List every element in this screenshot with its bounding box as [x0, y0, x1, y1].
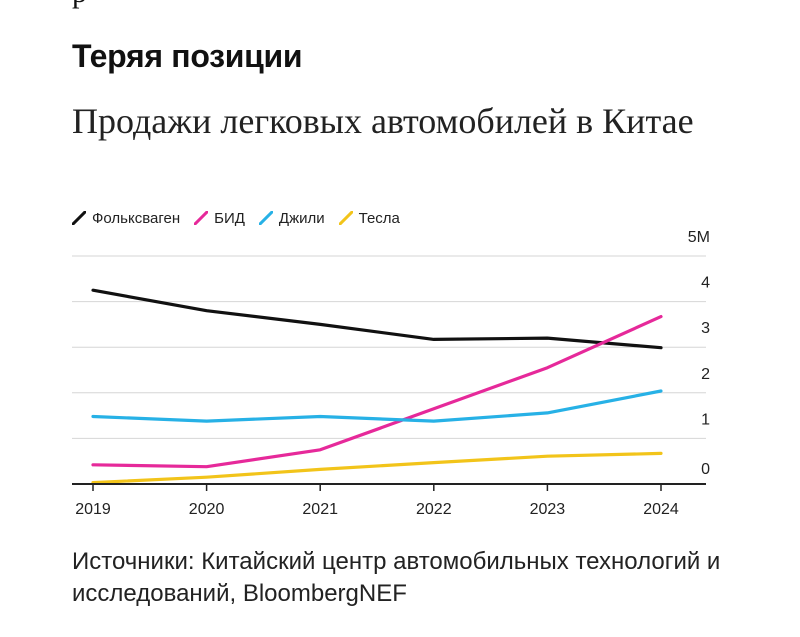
- x-tick-label: 2022: [416, 501, 452, 518]
- legend-label-byd: БИД: [214, 209, 245, 227]
- y-tick-label: 3: [701, 320, 710, 337]
- legend-item-tesla: Тесла: [338, 209, 400, 227]
- chart-subtitle: Продажи легковых автомобилей в Китае: [72, 101, 694, 141]
- cropped-top-text: р: [72, 0, 87, 10]
- legend-label-tesla: Тесла: [358, 209, 400, 227]
- series-line-geely: [91, 389, 663, 423]
- legend-swatch-volkswagen: [72, 211, 86, 225]
- y-tick-label: 0: [701, 461, 710, 478]
- series-line-tesla: [91, 451, 663, 485]
- x-tick-label: 2021: [302, 501, 338, 518]
- series-line-byd: [91, 315, 663, 469]
- source-note: Источники: Китайский центр автомобильных…: [72, 548, 721, 607]
- x-tick-label: 2019: [75, 501, 111, 518]
- series-layer: [91, 288, 663, 485]
- y-tick-label: 4: [701, 275, 710, 292]
- legend-swatch-tesla: [338, 211, 353, 225]
- x-tick-label: 2024: [643, 501, 679, 518]
- legend-item-geely: Джили: [258, 209, 325, 227]
- x-tick-label: 2023: [530, 501, 566, 518]
- series-line-volkswagen: [91, 288, 663, 350]
- grid-layer: [72, 255, 706, 439]
- legend-item-volkswagen: Фольксваген: [72, 210, 180, 227]
- legend-label-volkswagen: Фольксваген: [92, 209, 181, 227]
- axis-layer: 0 1 2 3 4 5M 2019 2020 2021 2022 2023 2024: [72, 229, 710, 518]
- chart-title: Теряя позиции: [72, 38, 303, 74]
- y-tick-label: 2: [701, 366, 710, 383]
- y-tick-label: 5M: [688, 229, 710, 246]
- chart-legend: Фольксваген БИД Джили Тесла: [72, 208, 400, 228]
- legend-swatch-byd: [194, 211, 209, 225]
- legend-swatch-geely: [258, 211, 273, 225]
- x-tick-label: 2020: [189, 501, 225, 518]
- y-tick-label: 1: [701, 411, 710, 428]
- legend-label-geely: Джили: [278, 209, 325, 227]
- legend-item-byd: БИД: [194, 210, 245, 227]
